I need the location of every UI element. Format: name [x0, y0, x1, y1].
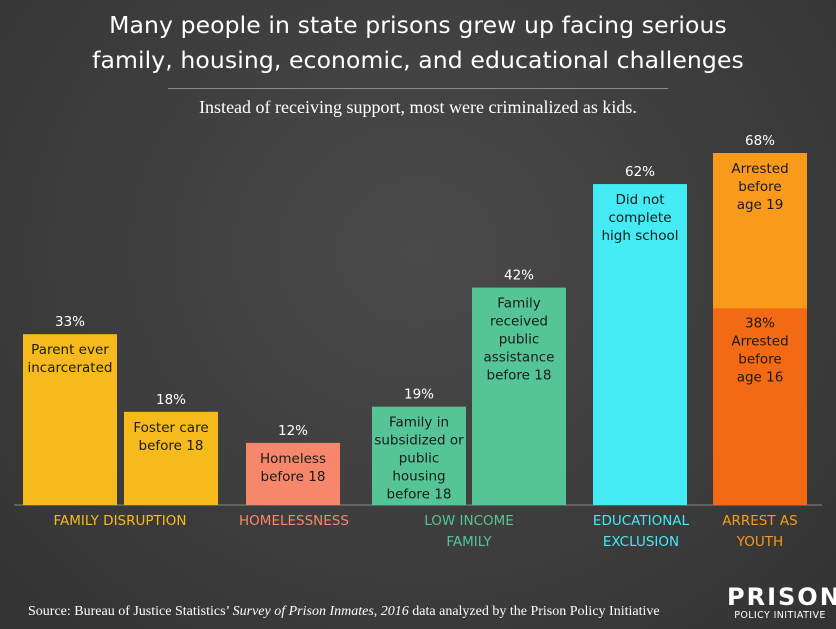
source-suffix: data analyzed by the Prison Policy Initi… — [412, 604, 660, 619]
category-label-3-line-0: EDUCATIONAL — [593, 513, 690, 529]
bar-label-6-line-1: before — [738, 179, 781, 195]
title-divider — [168, 88, 668, 89]
bar-label-5-line-1: complete — [608, 210, 671, 226]
bar-value-label-4: 42% — [504, 268, 534, 284]
bar-value-label-7: 38% — [745, 315, 775, 331]
source-title: Survey of Prison Inmates, 2016 — [232, 604, 409, 619]
bar-label-4-line-1: received — [490, 314, 548, 330]
bar-1 — [124, 411, 218, 505]
bar-value-label-0: 33% — [55, 314, 85, 330]
bar-value-label-1: 18% — [156, 392, 186, 408]
chart-title: Many people in state prisons grew up fac… — [0, 8, 836, 78]
bar-label-1-line-0: Foster care — [133, 420, 208, 436]
category-label-1-line-0: HOMELESSNESS — [239, 513, 349, 529]
bar-value-label-6: 68% — [745, 133, 775, 149]
chart-subtitle: Instead of receiving support, most were … — [199, 97, 637, 117]
prison-policy-logo[interactable]: PRISON POLICY INITIATIVE — [727, 583, 836, 623]
bar-label-2-line-1: before 18 — [261, 469, 326, 485]
bar-3 — [372, 406, 466, 505]
bar-value-label-2: 12% — [278, 423, 308, 439]
chart-title-line-2: family, housing, economic, and education… — [92, 46, 744, 74]
bar-label-3-line-2: public — [399, 451, 440, 467]
bar-label-3-line-0: Family in — [389, 415, 449, 431]
bar-label-5-line-2: high school — [601, 228, 678, 244]
bar-label-0-line-0: Parent ever — [31, 342, 109, 358]
bar-label-1-line-1: before 18 — [139, 438, 204, 454]
category-label-3-line-1: EXCLUSION — [603, 534, 679, 550]
bar-label-3-line-4: before 18 — [387, 487, 452, 503]
bar-label-4-line-0: Family — [497, 296, 540, 312]
bar-0 — [23, 334, 117, 505]
bar-7 — [713, 308, 807, 505]
category-label-0-line-0: FAMILY DISRUPTION — [54, 513, 187, 529]
bar-label-3-line-3: housing — [392, 469, 445, 485]
bar-label-6-line-0: Arrested — [731, 161, 788, 177]
bar-label-3-line-1: subsidized or — [374, 433, 464, 449]
logo-wordmark: PRISON — [727, 583, 836, 611]
bar-label-4-line-4: before 18 — [487, 368, 552, 384]
category-label-2-line-1: FAMILY — [446, 534, 492, 550]
chart-title-line-1: Many people in state prisons grew up fac… — [109, 11, 727, 39]
bar-label-5-line-0: Did not — [615, 192, 664, 208]
bar-2 — [246, 442, 340, 505]
bar-label-2-line-0: Homeless — [260, 451, 326, 467]
bar-label-4-line-2: public — [499, 332, 540, 348]
bar-label-7-line-2: age 16 — [737, 369, 784, 385]
logo-subtitle: POLICY INITIATIVE — [734, 610, 826, 621]
bar-label-7-line-1: before — [738, 351, 781, 367]
bar-4 — [472, 287, 566, 505]
bar-value-label-3: 19% — [404, 387, 434, 403]
bar-label-0-line-1: incarcerated — [28, 360, 113, 376]
bar-5 — [593, 184, 687, 505]
bar-label-7-line-0: Arrested — [731, 333, 788, 349]
category-label-2-line-0: LOW INCOME — [424, 513, 514, 529]
bar-label-6-line-2: age 19 — [737, 197, 784, 213]
category-label-4-line-0: ARREST AS — [722, 513, 797, 529]
bar-value-label-5: 62% — [625, 164, 655, 180]
source-note: Source: Bureau of Justice Statistics’ Su… — [28, 604, 660, 620]
source-prefix: Source: Bureau of Justice Statistics’ — [28, 604, 230, 619]
bar-label-4-line-3: assistance — [484, 350, 555, 366]
category-label-4-line-1: YOUTH — [736, 534, 783, 550]
